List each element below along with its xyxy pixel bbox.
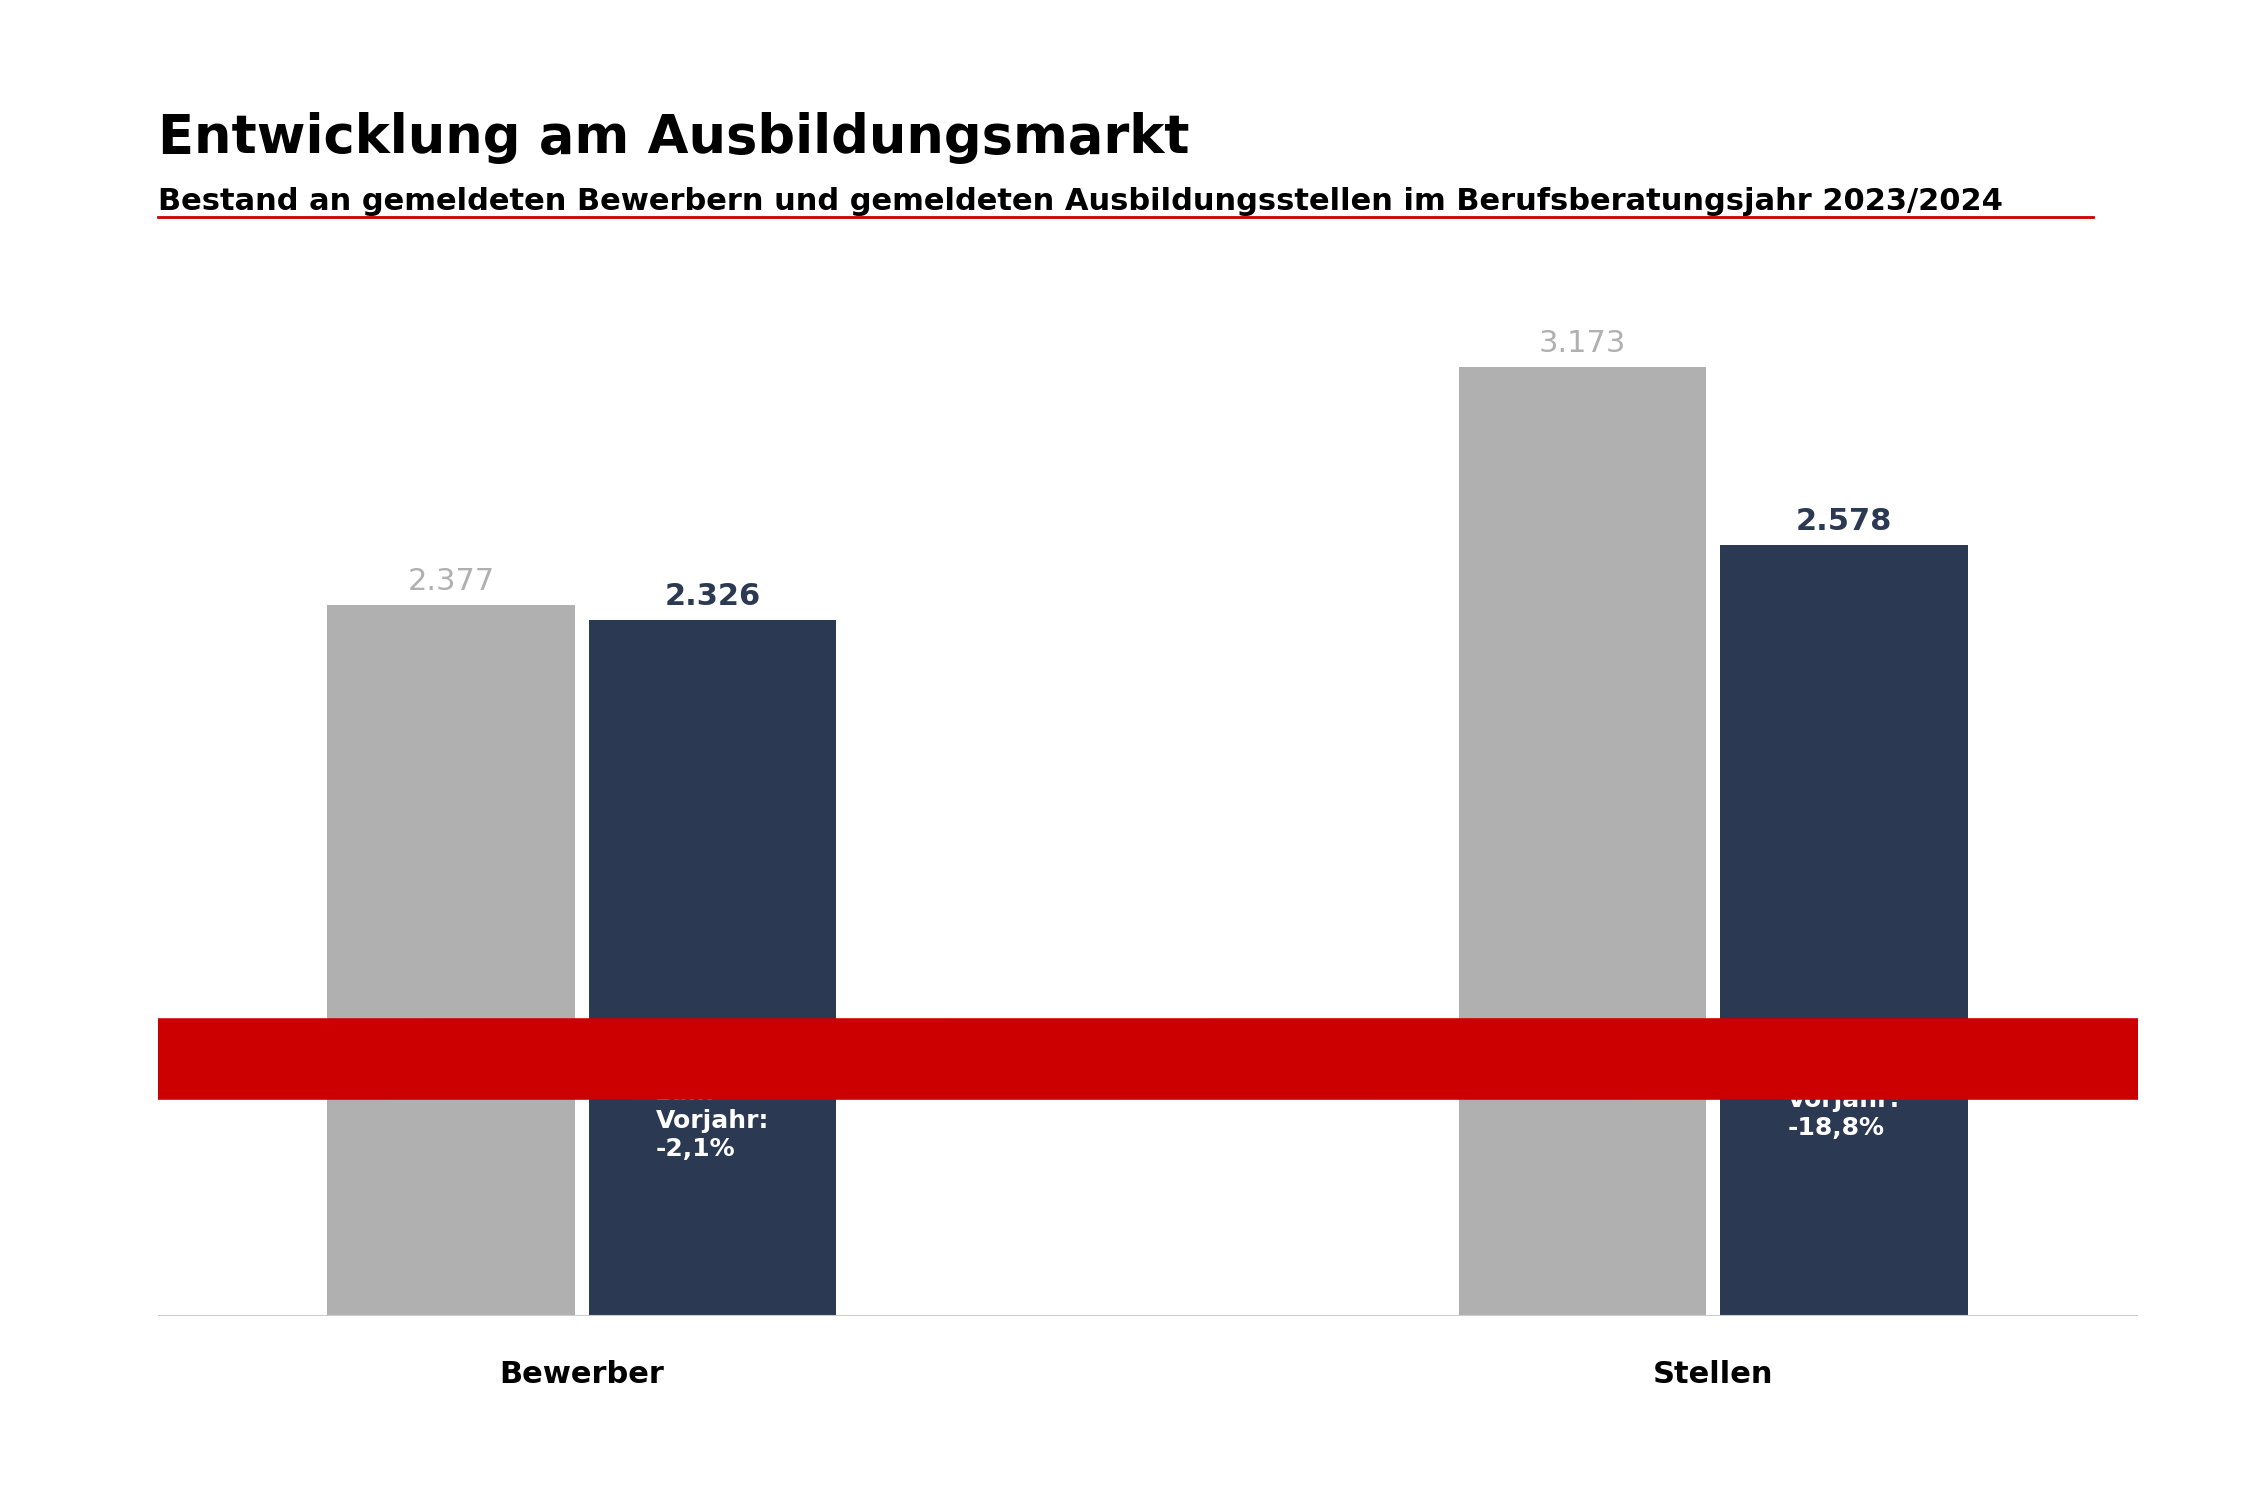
- Circle shape: [0, 1045, 2250, 1099]
- Text: zum
Vorjahr:
-2,1%: zum Vorjahr: -2,1%: [657, 1081, 770, 1160]
- Text: Stellen: Stellen: [1654, 1360, 1773, 1389]
- Bar: [590, 620, 837, 1316]
- Text: 2.377: 2.377: [407, 567, 495, 597]
- Text: Entwicklung am Ausbildungsmarkt: Entwicklung am Ausbildungsmarkt: [158, 112, 1188, 164]
- Text: 2.578: 2.578: [1796, 507, 1892, 535]
- Bar: [326, 605, 574, 1316]
- Text: zum
Vorjahr:
-18,8%: zum Vorjahr: -18,8%: [1786, 1060, 1901, 1139]
- Text: 3.173: 3.173: [1539, 329, 1627, 357]
- Text: Bewerber: Bewerber: [500, 1360, 664, 1389]
- Text: Bestand an gemeldeten Bewerbern und gemeldeten Ausbildungsstellen im Berufsberat: Bestand an gemeldeten Bewerbern und geme…: [158, 187, 2003, 215]
- Text: 2.326: 2.326: [664, 582, 761, 611]
- Circle shape: [0, 1020, 2250, 1073]
- Bar: [1458, 366, 1706, 1316]
- Bar: [1721, 544, 1969, 1316]
